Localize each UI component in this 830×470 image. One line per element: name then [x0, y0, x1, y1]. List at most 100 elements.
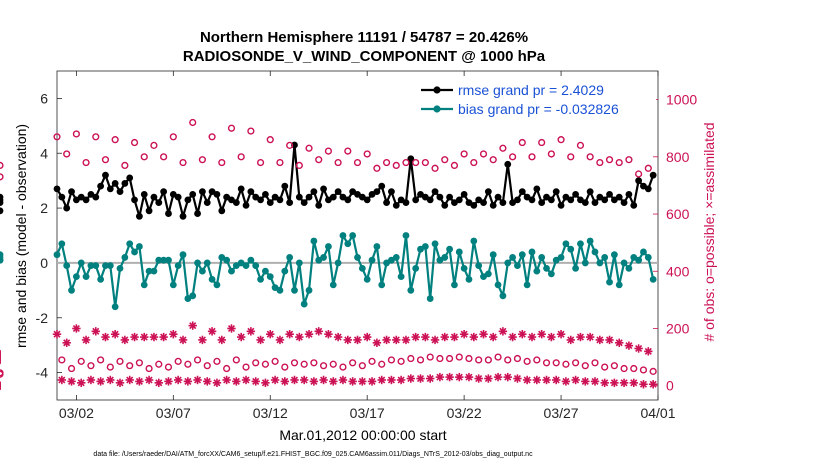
rmse-point	[237, 185, 245, 193]
rmse-point	[140, 190, 148, 198]
obs-assimilated-point	[275, 335, 285, 345]
obs-possible-point	[635, 170, 643, 178]
legend: rmse grand pr = 2.4029 bias grand pr = -0…	[416, 77, 656, 121]
obs-possible-point	[387, 356, 396, 364]
obs-possible-point	[465, 354, 473, 363]
obs-assimilated-point	[561, 377, 571, 386]
obs-possible-point	[72, 130, 80, 138]
rmse-point	[102, 171, 109, 179]
bias-point	[305, 286, 313, 294]
bias-point	[325, 243, 332, 250]
rmse-point	[320, 185, 327, 193]
obs-assimilated-point	[547, 332, 556, 342]
rmse-point	[262, 190, 269, 198]
rmse-point	[276, 196, 284, 204]
bias-point	[586, 237, 594, 245]
bias-point	[407, 286, 415, 294]
y-tick-label-right: 1000	[666, 92, 697, 108]
obs-possible-point	[630, 364, 638, 373]
obs-assimilated-point	[387, 375, 396, 385]
obs-possible-point	[106, 363, 114, 371]
obs-assimilated-point	[581, 377, 590, 386]
rmse-point	[635, 177, 643, 185]
bias-point	[252, 262, 260, 270]
rmse-point	[82, 196, 90, 204]
x-tick-label: 03/22	[447, 405, 482, 421]
rmse-point	[165, 210, 172, 217]
bias-point	[518, 251, 526, 259]
obs-assimilated-point	[96, 377, 105, 386]
bias-point	[228, 267, 235, 275]
obs-assimilated-point	[493, 372, 503, 382]
rmse-point	[68, 188, 75, 196]
rmse-point	[0, 193, 4, 201]
obs-assimilated-point	[392, 335, 401, 345]
bias-point	[610, 251, 618, 259]
rmse-point	[606, 190, 613, 198]
bias-point	[0, 256, 4, 264]
obs-possible-point	[489, 156, 497, 164]
obs-possible-point	[256, 158, 265, 167]
obs-assimilated-point	[261, 378, 270, 388]
obs-possible-point	[518, 138, 526, 147]
rmse-point	[620, 199, 628, 207]
bias-point	[53, 251, 61, 259]
obs-assimilated-point	[62, 338, 71, 347]
bias-point	[295, 259, 303, 267]
obs-possible-point	[164, 363, 173, 371]
obs-possible-point	[596, 158, 604, 167]
obs-assimilated-point	[411, 332, 420, 342]
obs-assimilated-point	[372, 338, 382, 347]
bias-point	[392, 254, 400, 261]
bias-point	[557, 254, 565, 261]
bias-point	[199, 267, 206, 275]
bias-point	[606, 278, 613, 286]
bias-point	[504, 259, 512, 267]
obs-possible-point	[310, 359, 318, 367]
legend-swatch-marker	[433, 86, 441, 94]
rmse-point	[552, 188, 560, 196]
obs-assimilated-point	[629, 378, 638, 388]
rmse-point	[329, 193, 337, 201]
bias-point	[494, 281, 502, 289]
obs-possible-point	[286, 141, 294, 149]
rmse-point	[630, 201, 638, 209]
bias-point	[538, 254, 546, 261]
y-tick-label-right: 0	[666, 378, 674, 394]
obs-possible-point	[412, 158, 420, 167]
bias-point	[591, 248, 599, 256]
obs-possible-point	[101, 156, 110, 164]
rmse-point	[232, 199, 240, 207]
obs-assimilated-point	[566, 335, 575, 345]
obs-possible-point	[77, 357, 85, 365]
obs-assimilated-point	[110, 330, 120, 339]
rmse-point	[431, 188, 439, 196]
bias-point	[460, 265, 468, 272]
bias-point	[281, 267, 289, 275]
bias-point	[169, 281, 177, 289]
obs-assimilated-point	[246, 327, 256, 336]
rmse-point	[218, 207, 226, 215]
obs-assimilated-point	[314, 327, 323, 336]
obs-assimilated-point	[236, 332, 246, 342]
obs-assimilated-point	[421, 332, 430, 342]
obs-possible-point	[426, 353, 434, 361]
obs-assimilated-point	[86, 375, 96, 385]
bias-point	[378, 281, 386, 289]
obs-assimilated-point	[101, 332, 110, 342]
bias-point	[329, 281, 337, 289]
series-layer	[0, 118, 658, 390]
obs-possible-point	[276, 158, 284, 167]
rmse-point	[131, 196, 138, 204]
obs-assimilated-point	[222, 375, 231, 385]
bias-point	[426, 295, 434, 302]
bias-point	[649, 275, 657, 283]
obs-possible-point	[572, 359, 580, 367]
obs-assimilated-point	[498, 327, 508, 336]
obs-possible-point	[533, 356, 541, 364]
rmse-point	[266, 199, 274, 207]
obs-assimilated-point	[605, 335, 614, 345]
obs-assimilated-point	[585, 332, 595, 342]
obs-possible-point	[470, 158, 478, 167]
obs-assimilated-point	[353, 335, 362, 345]
